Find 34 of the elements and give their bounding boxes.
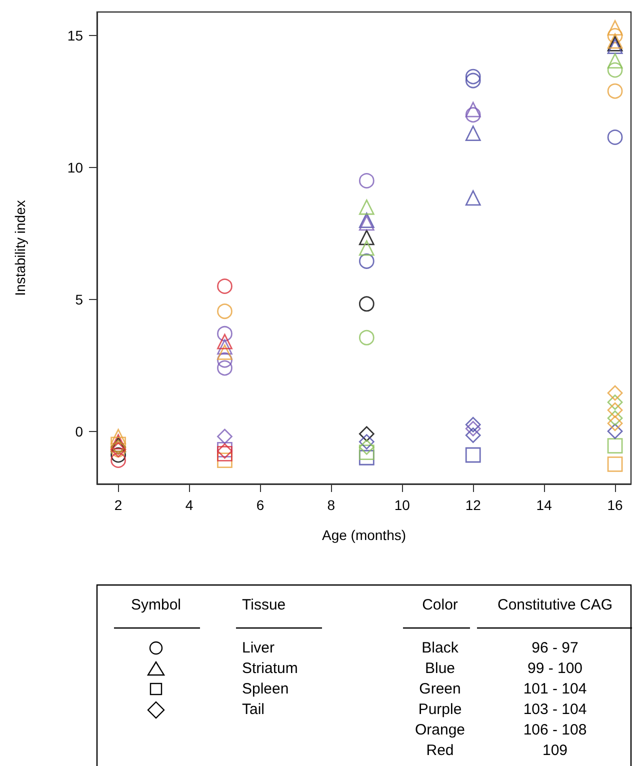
y-tick-label: 5 — [75, 291, 84, 308]
text: 106 - 108 — [523, 722, 587, 738]
x-tick-label: 10 — [394, 497, 410, 513]
y-tick-label: 15 — [67, 28, 84, 44]
text: Blue — [424, 660, 456, 677]
text: 99 - 100 — [527, 660, 583, 677]
y-tick-label: 10 — [67, 160, 84, 176]
x-tick-label: 14 — [536, 497, 552, 513]
text: Black — [422, 640, 459, 656]
y-tick-label: 0 — [75, 423, 84, 440]
x-tick-label: 16 — [607, 497, 624, 513]
text: Tail — [242, 701, 265, 718]
x-tick-label: 6 — [256, 497, 264, 513]
text: Color — [422, 596, 458, 614]
text: 109 — [542, 742, 568, 759]
text: Symbol — [130, 596, 182, 614]
x-tick-label: 12 — [465, 497, 482, 513]
y-axis-title: Instability index — [12, 200, 28, 296]
x-axis-title: Age (months) — [322, 527, 406, 543]
x-tick-label: 2 — [114, 497, 122, 513]
text: 96 - 97 — [532, 640, 578, 656]
text: Liver — [242, 640, 275, 656]
text: Striatum — [242, 660, 298, 677]
text: Spleen — [242, 680, 289, 698]
text: Red — [426, 742, 454, 759]
text: Orange — [414, 722, 466, 738]
text: Green — [419, 680, 461, 698]
x-tick-label: 4 — [185, 497, 194, 513]
text: 103 - 104 — [523, 701, 587, 718]
text: 101 - 104 — [523, 680, 587, 698]
x-tick-label: 8 — [327, 497, 336, 513]
text: Tissue — [242, 596, 286, 614]
text: Constitutive CAG — [497, 596, 613, 614]
text: Purple — [418, 701, 462, 718]
